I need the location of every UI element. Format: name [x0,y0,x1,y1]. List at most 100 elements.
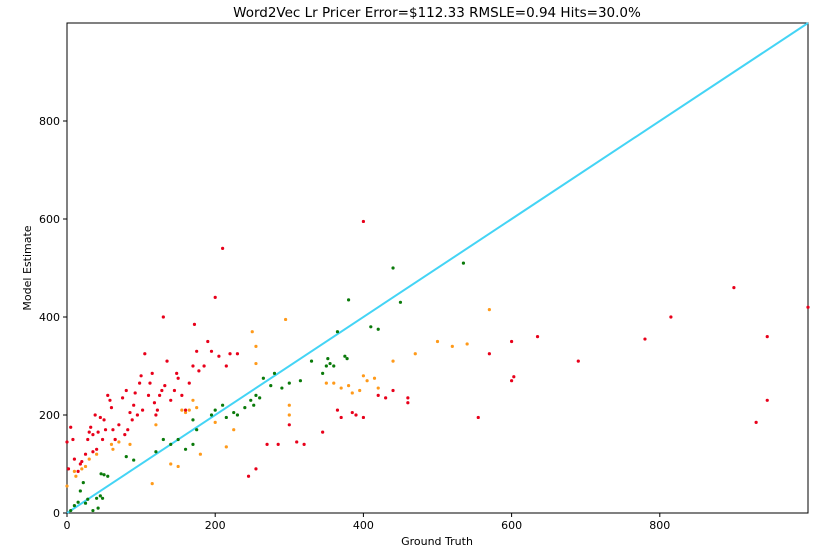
data-point [221,246,225,250]
data-point [298,379,303,383]
data-point [280,386,284,390]
data-point [302,442,306,446]
x-tick-label: 600 [501,519,522,532]
data-point [265,442,269,446]
data-point [202,364,206,368]
data-point [191,364,195,368]
data-point [754,420,758,424]
data-point [195,406,199,410]
data-point [287,403,291,407]
data-point [180,393,184,397]
data-point [176,464,180,469]
data-point [765,335,769,339]
data-point [261,376,265,380]
data-point [209,349,214,353]
data-point [246,474,251,478]
data-point [91,450,95,454]
data-point [103,428,108,432]
data-point [80,467,84,471]
data-point [361,219,365,224]
data-point [197,369,201,373]
data-point [191,398,195,402]
data-point [169,398,173,402]
data-point [120,396,125,400]
data-point [487,308,491,312]
data-point [365,379,369,383]
data-point [287,381,291,385]
data-point [321,430,325,434]
data-point [108,398,112,402]
data-point [183,410,188,415]
data-point [206,339,210,344]
data-point [160,388,164,393]
data-point [235,413,240,417]
data-point [391,388,395,393]
data-point [83,452,88,456]
data-point [213,408,217,412]
data-point [195,349,199,353]
data-point [72,457,77,461]
data-point [510,379,514,383]
data-point [324,364,328,368]
data-point [250,330,254,334]
data-point [96,430,100,434]
data-point [130,418,134,422]
data-point [191,418,195,422]
data-point [117,440,121,444]
data-point [76,469,80,473]
data-point [358,388,362,393]
data-point [98,415,102,420]
data-point [398,300,403,304]
data-point [138,381,142,385]
data-point [65,484,69,488]
data-point [321,371,325,375]
data-point [71,437,75,442]
data-point [106,393,110,397]
data-point [283,317,288,322]
data-points [65,219,810,513]
data-point [335,408,340,412]
data-point [86,497,90,501]
data-point [86,437,90,442]
data-point [95,452,99,456]
data-point [143,352,147,356]
data-point [413,352,417,356]
data-point [152,401,157,405]
data-point [83,501,88,505]
data-point [287,413,291,417]
data-point [91,433,95,437]
data-point [326,357,330,361]
data-point [154,423,158,427]
data-point [191,442,195,446]
data-point [328,361,332,366]
data-point [126,428,130,432]
data-point [78,462,82,466]
data-point [376,327,380,331]
data-point [350,391,354,395]
data-point [309,359,314,363]
data-point [80,459,84,464]
data-point [87,457,91,461]
data-point [74,474,78,478]
data-point [183,447,188,451]
data-point [345,357,349,361]
data-point [232,428,236,432]
data-point [124,388,128,393]
data-point [132,403,136,407]
data-point [169,442,173,446]
data-point [198,452,202,456]
data-point [148,381,152,385]
data-point [172,388,177,393]
data-point [209,413,214,417]
data-point [132,458,136,462]
data-point [335,330,340,334]
data-point [391,266,395,270]
y-axis-ticks: 0 200 400 600 800 [39,115,67,520]
data-point [406,401,410,405]
data-point [252,403,256,407]
x-axis-label: Ground Truth [401,535,473,548]
data-point [78,489,82,493]
data-point [65,440,69,444]
data-point [113,437,117,442]
